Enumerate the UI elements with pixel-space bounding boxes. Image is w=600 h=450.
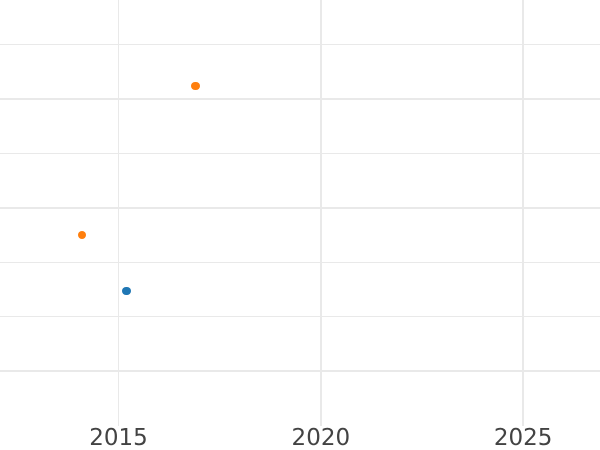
h-gridline [0, 43, 600, 46]
v-gridline [320, 0, 322, 426]
data-point-orange-series [191, 81, 200, 91]
x-tick-label: 2020 [291, 425, 351, 450]
h-gridline [0, 370, 600, 372]
v-gridline [117, 0, 120, 426]
h-gridline [0, 152, 600, 155]
h-gridline [0, 207, 600, 209]
data-point-orange-series [77, 230, 87, 240]
v-gridline [522, 0, 524, 426]
h-gridline [0, 98, 600, 100]
x-tick-label: 2015 [89, 425, 148, 450]
x-tick-label: 2025 [493, 425, 553, 450]
h-gridline [0, 261, 600, 264]
h-gridline [0, 315, 600, 318]
data-point-blue-series [122, 286, 131, 296]
